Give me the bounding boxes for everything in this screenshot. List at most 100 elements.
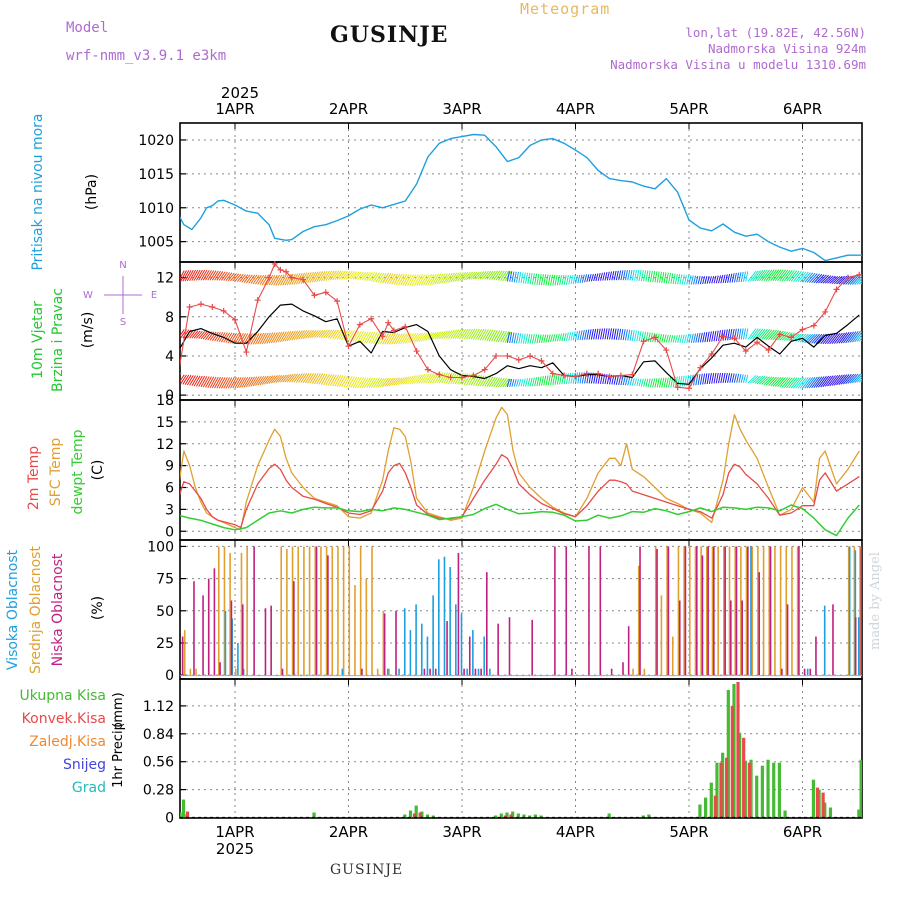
total-precip-bar bbox=[749, 759, 753, 818]
wind-barb bbox=[311, 373, 319, 384]
wind-barb bbox=[220, 377, 228, 389]
wind-barb bbox=[266, 375, 274, 385]
precip-legend-item: Grad bbox=[72, 780, 106, 796]
mid-cloud-bar bbox=[359, 546, 362, 676]
wind-barb bbox=[772, 269, 782, 281]
wind-barb bbox=[441, 273, 448, 284]
wind-barb bbox=[354, 271, 362, 280]
wind-barb bbox=[511, 271, 515, 283]
wind-barb bbox=[391, 333, 399, 345]
wind-barb bbox=[400, 333, 408, 344]
wind-barb bbox=[350, 271, 358, 280]
wind-barb bbox=[325, 329, 333, 339]
wind-barb bbox=[811, 376, 820, 389]
total-precip-bar bbox=[828, 807, 833, 818]
wind-barb bbox=[565, 372, 569, 385]
wind-barb bbox=[491, 270, 498, 281]
wind-barb bbox=[774, 269, 784, 282]
wind-barb bbox=[250, 376, 258, 387]
wind-barb bbox=[593, 273, 597, 282]
wind-barb bbox=[702, 332, 706, 343]
mid-cloud-bar bbox=[223, 546, 226, 676]
wind-barb bbox=[450, 272, 458, 283]
wind-barb bbox=[649, 332, 653, 343]
wind-barb bbox=[763, 269, 773, 282]
wind-barb bbox=[683, 375, 687, 387]
wind-gust-marker bbox=[697, 364, 704, 371]
wind-barb bbox=[398, 274, 405, 286]
wind-barb bbox=[304, 329, 312, 339]
footer-station-name: GUSINJE bbox=[330, 862, 404, 878]
total-precip-bar bbox=[715, 762, 719, 818]
wind-gust-marker bbox=[368, 315, 375, 322]
wind-barb bbox=[482, 270, 489, 280]
model-label: Model bbox=[66, 20, 109, 36]
top-date-label: 3APR bbox=[442, 100, 481, 118]
wind-barb bbox=[425, 274, 433, 286]
wind-barb bbox=[411, 274, 419, 286]
high-cloud-bar bbox=[455, 604, 457, 676]
wind-barb bbox=[452, 372, 460, 385]
wind-barb bbox=[352, 271, 360, 280]
mid-cloud-bar bbox=[654, 546, 657, 676]
wind-barb bbox=[706, 373, 710, 385]
conv-precip-bar bbox=[719, 762, 723, 818]
wind-barb bbox=[205, 376, 212, 388]
wind-barb bbox=[706, 276, 710, 284]
wind-barb bbox=[466, 271, 473, 281]
wind-barb bbox=[216, 332, 224, 342]
total-precip-bar bbox=[516, 813, 520, 818]
total-precip-bar bbox=[863, 734, 866, 818]
wind-barb bbox=[468, 271, 476, 280]
wind-barb bbox=[196, 330, 203, 339]
wind-barb bbox=[207, 376, 215, 388]
wind-barb bbox=[525, 333, 529, 344]
wind-barb bbox=[838, 332, 848, 344]
wind-barb bbox=[779, 269, 789, 282]
wind-barb bbox=[550, 334, 554, 342]
wind-barb bbox=[411, 332, 419, 343]
model-name: wrf-nmm_v3.9.1 e3km bbox=[66, 48, 227, 64]
wind-barb bbox=[568, 275, 572, 285]
wind-barb bbox=[218, 271, 226, 281]
wind-barb bbox=[382, 333, 389, 345]
wind-barb bbox=[184, 269, 192, 282]
wind-barb bbox=[282, 374, 290, 383]
wind-barb bbox=[182, 329, 190, 339]
wind-barb bbox=[273, 274, 281, 286]
wind-barb bbox=[491, 377, 498, 388]
wind-barb bbox=[793, 270, 802, 282]
wind-barb bbox=[447, 272, 455, 283]
wind-barb bbox=[604, 328, 608, 340]
wind-barb bbox=[339, 270, 346, 280]
low-cloud-bar bbox=[219, 662, 221, 676]
wind-barb bbox=[320, 373, 328, 385]
wind-barb bbox=[545, 274, 549, 286]
wind-barb bbox=[783, 377, 793, 388]
low-cloud-bar bbox=[701, 555, 704, 676]
wind-barb bbox=[758, 269, 768, 282]
wind-gust-marker bbox=[754, 339, 761, 346]
y-tick-label: 18 bbox=[156, 393, 174, 409]
wind-barb bbox=[500, 270, 508, 281]
wind-barb bbox=[777, 269, 786, 282]
wind-barb bbox=[202, 376, 210, 388]
wind-barb bbox=[565, 275, 569, 285]
wind-barb bbox=[218, 377, 226, 389]
mid-cloud-bar bbox=[314, 546, 317, 676]
wind-barb bbox=[763, 329, 773, 340]
wind-barb bbox=[323, 329, 330, 339]
mid-cloud-bar bbox=[745, 546, 748, 676]
wind-barb bbox=[359, 271, 367, 281]
wind-barb bbox=[250, 333, 258, 345]
wind-barb bbox=[209, 270, 217, 281]
wind-barb bbox=[200, 376, 208, 388]
dir-west-label: W bbox=[83, 290, 93, 301]
wind-barb bbox=[484, 376, 492, 387]
wind-barb bbox=[386, 273, 394, 284]
mid-cloud-bar bbox=[189, 668, 192, 676]
wind-barb bbox=[513, 379, 517, 387]
wind-barb bbox=[211, 331, 219, 341]
wind-barb bbox=[561, 333, 565, 342]
wind-barb bbox=[754, 270, 764, 282]
